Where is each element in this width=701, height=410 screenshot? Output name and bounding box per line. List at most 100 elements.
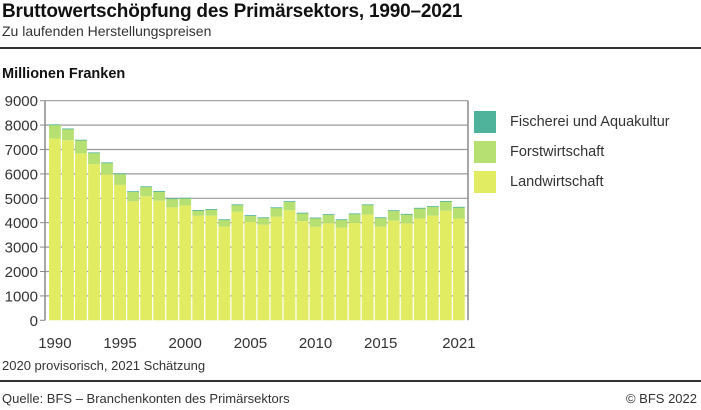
bar-segment — [231, 204, 244, 212]
bar-segment — [413, 218, 426, 321]
bar-segment — [49, 124, 61, 139]
bar-segment — [413, 208, 426, 219]
bar-segment — [270, 207, 283, 217]
bar-segment — [361, 204, 374, 215]
bar-segment — [257, 217, 270, 225]
footnote: 2020 provisorisch, 2021 Schätzung — [2, 358, 206, 373]
source-text: Quelle: BFS – Branchenkonten des Primärs… — [2, 391, 290, 406]
bar-segment — [387, 210, 400, 221]
bar-1990 — [49, 124, 61, 321]
bar-segment — [426, 206, 439, 207]
bar-segment — [309, 217, 322, 219]
bar-segment — [309, 218, 322, 227]
bar-segment — [101, 162, 113, 164]
bar-2009 — [296, 212, 309, 321]
bar-segment — [127, 191, 140, 202]
bar-segment — [387, 210, 400, 212]
bar-segment — [218, 226, 231, 321]
bar-segment — [335, 219, 348, 228]
bar-segment — [49, 138, 61, 321]
bar-segment — [179, 197, 192, 199]
y-tick-label: 1000 — [5, 288, 38, 305]
chart-subtitle: Zu laufenden Herstellungspreisen — [2, 23, 212, 39]
bar-segment — [166, 198, 179, 200]
y-tick-label: 7000 — [5, 142, 38, 159]
bar-segment — [244, 221, 257, 321]
bar-segment — [374, 217, 387, 227]
x-tick-label: 2005 — [234, 335, 267, 350]
bar-2015 — [374, 217, 387, 321]
bar-segment — [179, 198, 192, 206]
bar-2005 — [244, 215, 257, 321]
y-tick-label: 6000 — [5, 166, 38, 183]
bar-segment — [114, 173, 126, 175]
bar-segment — [114, 173, 126, 185]
bar-segment — [205, 209, 218, 210]
bar-segment — [140, 196, 153, 321]
bar-segment — [270, 207, 283, 209]
legend-item-fischerei: Fischerei und Aquakultur — [474, 107, 670, 137]
legend-swatch-fischerei — [474, 111, 496, 133]
bar-segment — [218, 219, 231, 227]
bar-2003 — [218, 219, 231, 321]
bar-2002 — [205, 209, 218, 321]
bar-1992 — [75, 139, 87, 321]
legend-label: Forstwirtschaft — [510, 144, 605, 160]
bar-segment — [62, 128, 74, 130]
bar-segment — [361, 204, 374, 206]
bar-segment — [348, 222, 361, 321]
bar-segment — [374, 217, 387, 219]
y-tick-label: 3000 — [5, 240, 38, 257]
bar-segment — [244, 215, 257, 216]
bar-segment — [88, 152, 100, 165]
bar-segment — [166, 198, 179, 208]
bar-segment — [257, 224, 270, 321]
bar-1998 — [153, 190, 166, 321]
legend-label: Landwirtschaft — [510, 174, 604, 190]
bar-1994 — [101, 162, 113, 321]
bar-segment — [439, 210, 452, 321]
bar-2008 — [283, 201, 296, 321]
bar-segment — [166, 207, 179, 321]
bar-segment — [322, 214, 335, 224]
bar-1996 — [127, 191, 140, 321]
bar-segment — [335, 219, 348, 221]
y-tick-label: 2000 — [5, 264, 38, 281]
bar-segment — [88, 164, 100, 321]
bar-segment — [257, 217, 270, 219]
bar-segment — [322, 214, 335, 215]
bar-2010 — [309, 217, 322, 321]
bar-segment — [153, 191, 166, 201]
bar-2014 — [361, 204, 374, 321]
bar-segment — [348, 213, 361, 215]
bar-segment — [296, 212, 309, 214]
bar-segment — [400, 213, 413, 215]
legend-item-forst: Forstwirtschaft — [474, 137, 670, 167]
bar-2006 — [257, 217, 270, 321]
bar-segment — [361, 214, 374, 321]
header-divider — [0, 47, 701, 49]
bar-segment — [348, 213, 361, 223]
legend: Fischerei und Aquakultur Forstwirtschaft… — [474, 107, 670, 197]
bar-segment — [400, 223, 413, 321]
bar-segment — [387, 220, 400, 321]
x-axis: 1990 1995 2000 2005 2010 2015 2021 — [38, 335, 475, 350]
bar-2017 — [400, 213, 413, 321]
bar-segment — [283, 201, 296, 211]
bar-segment — [49, 124, 61, 126]
legend-item-land: Landwirtschaft — [474, 167, 670, 197]
y-tick-label: 0 — [30, 313, 38, 330]
bar-segment — [62, 140, 74, 321]
x-tick-label: 2021 — [442, 335, 475, 350]
x-tick-label: 2010 — [299, 335, 332, 350]
bar-segment — [426, 215, 439, 321]
bar-segment — [192, 210, 205, 211]
bar-segment — [231, 211, 244, 321]
bar-2021 — [452, 206, 465, 321]
bar-1993 — [88, 152, 100, 321]
bar-segment — [127, 201, 140, 321]
bar-segment — [426, 206, 439, 216]
bar-segment — [75, 139, 87, 141]
bar-1995 — [114, 173, 126, 321]
bar-segment — [400, 214, 413, 224]
